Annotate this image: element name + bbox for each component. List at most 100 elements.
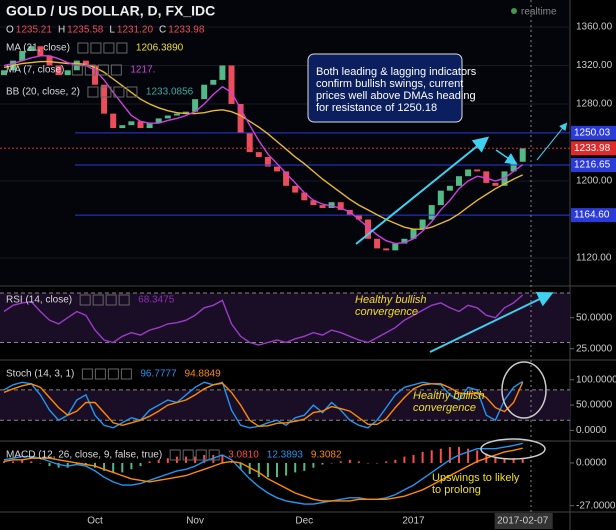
histogram-bar	[385, 461, 388, 463]
candle	[146, 123, 153, 129]
histogram-bar	[94, 462, 96, 468]
ohlc-key: H	[58, 25, 65, 36]
histogram-bar	[448, 447, 451, 463]
histogram-bar	[430, 450, 433, 463]
y-tick-label: 50.0000	[576, 400, 613, 411]
histogram-bar	[57, 462, 60, 468]
histogram-bar	[321, 462, 324, 465]
histogram-bar	[75, 462, 78, 465]
candle	[483, 171, 490, 183]
level-label: 1250.03	[574, 127, 611, 138]
histogram-bar	[66, 462, 69, 468]
y-tick-label: 100.0000	[576, 374, 616, 385]
indicator-button	[195, 449, 207, 461]
candle	[283, 171, 290, 186]
indicator-button	[100, 86, 112, 98]
candle	[128, 121, 135, 126]
candle	[292, 185, 299, 193]
candle	[274, 166, 280, 172]
indicator-button	[92, 294, 104, 306]
indicator-button	[113, 86, 125, 98]
ohlc-value: 1235.58	[67, 25, 104, 36]
indicator-button	[169, 449, 181, 461]
histogram-bar	[239, 462, 242, 470]
candle	[310, 200, 317, 206]
y-tick-label: 1360.00	[576, 22, 613, 33]
histogram-bar	[221, 455, 224, 463]
histogram-bar	[330, 462, 333, 464]
histogram-bar	[139, 462, 142, 467]
indicator-name: BB (20, close, 2)	[6, 87, 80, 98]
candle	[337, 202, 344, 210]
indicator-value: 94.8849	[185, 369, 222, 380]
candle	[456, 176, 462, 186]
indicator-value: 9.3082	[311, 450, 342, 461]
indicator-value: 3.0810	[228, 450, 259, 461]
series-line	[3, 447, 523, 502]
histogram-bar	[294, 462, 297, 473]
indicator-button	[103, 42, 115, 54]
candle	[328, 202, 335, 208]
candle	[264, 156, 271, 167]
histogram-bar	[148, 461, 151, 463]
candle	[1, 70, 7, 76]
candle	[228, 65, 235, 104]
indicator-button	[94, 368, 106, 380]
candle	[46, 55, 53, 66]
candle	[55, 65, 62, 76]
annotation-text: Healthy bullish	[413, 390, 485, 402]
histogram-bar	[3, 461, 5, 463]
trend-arrow	[429, 292, 554, 353]
histogram-bar	[48, 462, 51, 467]
level-label: 1164.60	[574, 210, 610, 221]
highlight-ellipse	[501, 361, 547, 419]
plot	[0, 46, 570, 505]
x-tick-label: 2017-02-07	[497, 516, 549, 527]
indicator-button	[126, 86, 138, 98]
indicator-button	[84, 64, 96, 76]
x-tick-label: Dec	[295, 516, 313, 527]
histogram-bar	[157, 459, 160, 463]
histogram-bar	[376, 462, 379, 464]
annotation-text: convergence	[355, 306, 418, 318]
histogram-bar	[303, 462, 306, 471]
histogram-bar	[412, 455, 415, 463]
candle	[401, 238, 408, 244]
histogram-bar	[503, 458, 506, 463]
indicator-button	[90, 42, 102, 54]
indicator-value: 68.3475	[138, 295, 175, 306]
candle	[392, 243, 399, 251]
candle	[183, 111, 189, 114]
indicator-button	[71, 64, 83, 76]
chart-title: GOLD / US DOLLAR, D, FX_IDC	[6, 3, 215, 19]
candle	[510, 161, 517, 172]
candle	[246, 132, 253, 153]
candle	[465, 169, 472, 177]
histogram-bar	[521, 458, 524, 463]
histogram-bar	[467, 448, 470, 463]
y-tick-label: 0.0000	[576, 425, 607, 436]
highlight-ellipse	[480, 438, 546, 460]
grid	[0, 26, 574, 507]
histogram-bar	[339, 461, 342, 463]
y-tick-label: 0.0000	[576, 458, 607, 469]
annotation-text: Healthy bullish	[355, 294, 427, 306]
y-tick-label: 1120.00	[576, 253, 612, 264]
candle	[173, 113, 180, 116]
indicator-button	[107, 368, 119, 380]
ohlc-value: 1231.20	[117, 25, 154, 36]
trend-arrow	[536, 122, 568, 161]
histogram-bar	[276, 462, 278, 478]
histogram-bar	[112, 462, 115, 473]
histogram-bar	[367, 462, 369, 464]
indicator-value: 12.3893	[267, 450, 304, 461]
histogram-bar	[212, 455, 215, 463]
candle	[419, 219, 426, 230]
indicator-value: 1217.	[130, 65, 155, 76]
indicator-button	[120, 368, 132, 380]
candle	[301, 192, 308, 201]
candle	[19, 51, 26, 61]
histogram-bar	[103, 462, 106, 471]
candle	[28, 46, 35, 52]
series-line	[3, 442, 523, 505]
